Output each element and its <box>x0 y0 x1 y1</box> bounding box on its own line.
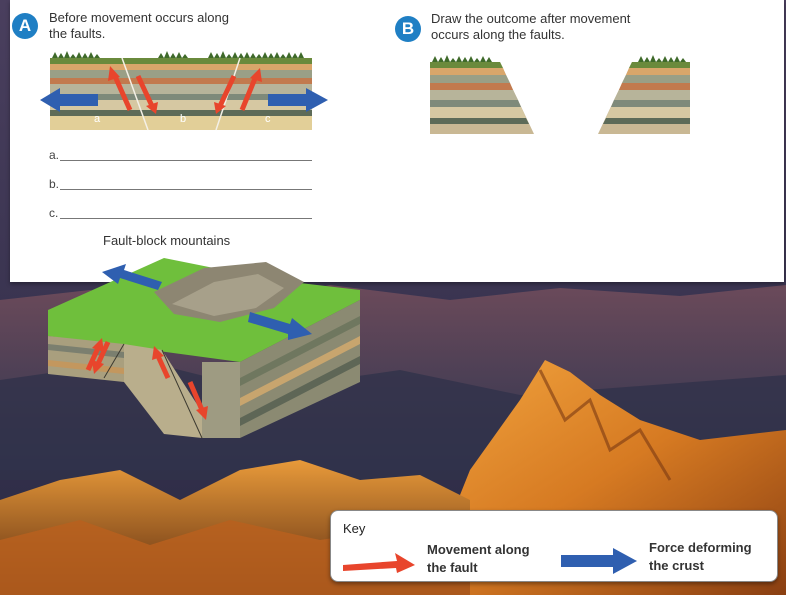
key-movement-line2: the fault <box>427 560 478 575</box>
worksheet-panel <box>10 0 784 282</box>
diagram-after-movement[interactable] <box>428 48 694 140</box>
fault-label-c: c <box>265 113 271 125</box>
key-force-label: Force deforming the crust <box>649 539 752 575</box>
movement-arrow-a-down <box>135 74 155 108</box>
key-force-line1: Force deforming <box>649 540 752 555</box>
answer-label-a: a. <box>49 148 60 162</box>
fault-label-a: a <box>94 113 101 125</box>
section-b-instruction: Draw the outcome after movement occurs a… <box>431 11 630 43</box>
block-movement-arrows <box>85 338 208 420</box>
block-fault-lines <box>103 343 203 439</box>
block-top-surface <box>48 258 360 362</box>
answer-label-c: c. <box>49 206 59 220</box>
force-arrow-left-body <box>58 94 98 106</box>
fault-block-caption: Fault-block mountains <box>103 233 231 248</box>
fault-label-b: b <box>180 113 186 125</box>
answer-label-b: b. <box>49 177 60 191</box>
force-arrow-right-body <box>268 94 308 106</box>
section-a-instruction-line2: the faults. <box>49 26 106 41</box>
answer-line-c[interactable] <box>60 218 312 219</box>
movement-arrow-icon <box>343 553 415 573</box>
section-a-instruction-line1: Before movement occurs along <box>49 10 229 25</box>
diagram-before-movement: a b c <box>40 51 328 131</box>
right-block <box>598 55 690 134</box>
force-arrow-left-head <box>40 88 60 112</box>
movement-arrow-c-up <box>239 75 259 111</box>
movement-arrow-c-down-head <box>214 102 226 114</box>
force-arrow-right-head <box>306 88 328 112</box>
movement-arrow-c-down <box>217 74 237 108</box>
key-movement-line1: Movement along <box>427 542 530 557</box>
fault-block-diagram <box>48 258 360 439</box>
force-arrow-icon <box>561 548 637 574</box>
block-force-arrows <box>102 264 312 340</box>
left-block <box>430 55 534 134</box>
section-b-instruction-line2: occurs along the faults. <box>431 27 565 42</box>
key-title: Key <box>343 521 366 536</box>
section-a-badge: A <box>12 13 38 39</box>
key-force-line2: the crust <box>649 558 704 573</box>
key-movement-label: Movement along the fault <box>427 541 530 577</box>
movement-arrow-a-down-head <box>146 102 158 114</box>
answer-line-a[interactable] <box>60 160 312 161</box>
movement-arrow-a-up <box>111 72 133 112</box>
movement-arrows <box>108 66 262 114</box>
answer-line-b[interactable] <box>60 189 312 190</box>
section-b-badge: B <box>395 16 421 42</box>
movement-arrow-c-up-head <box>250 68 262 82</box>
section-a-instruction: Before movement occurs along the faults. <box>49 10 229 42</box>
section-b-instruction-line1: Draw the outcome after movement <box>431 11 631 26</box>
force-arrows <box>40 88 328 112</box>
tree-line <box>52 51 304 58</box>
movement-arrow-a-up-head <box>108 66 120 81</box>
key-box: Key Movement along the fault Force defor… <box>330 510 778 582</box>
